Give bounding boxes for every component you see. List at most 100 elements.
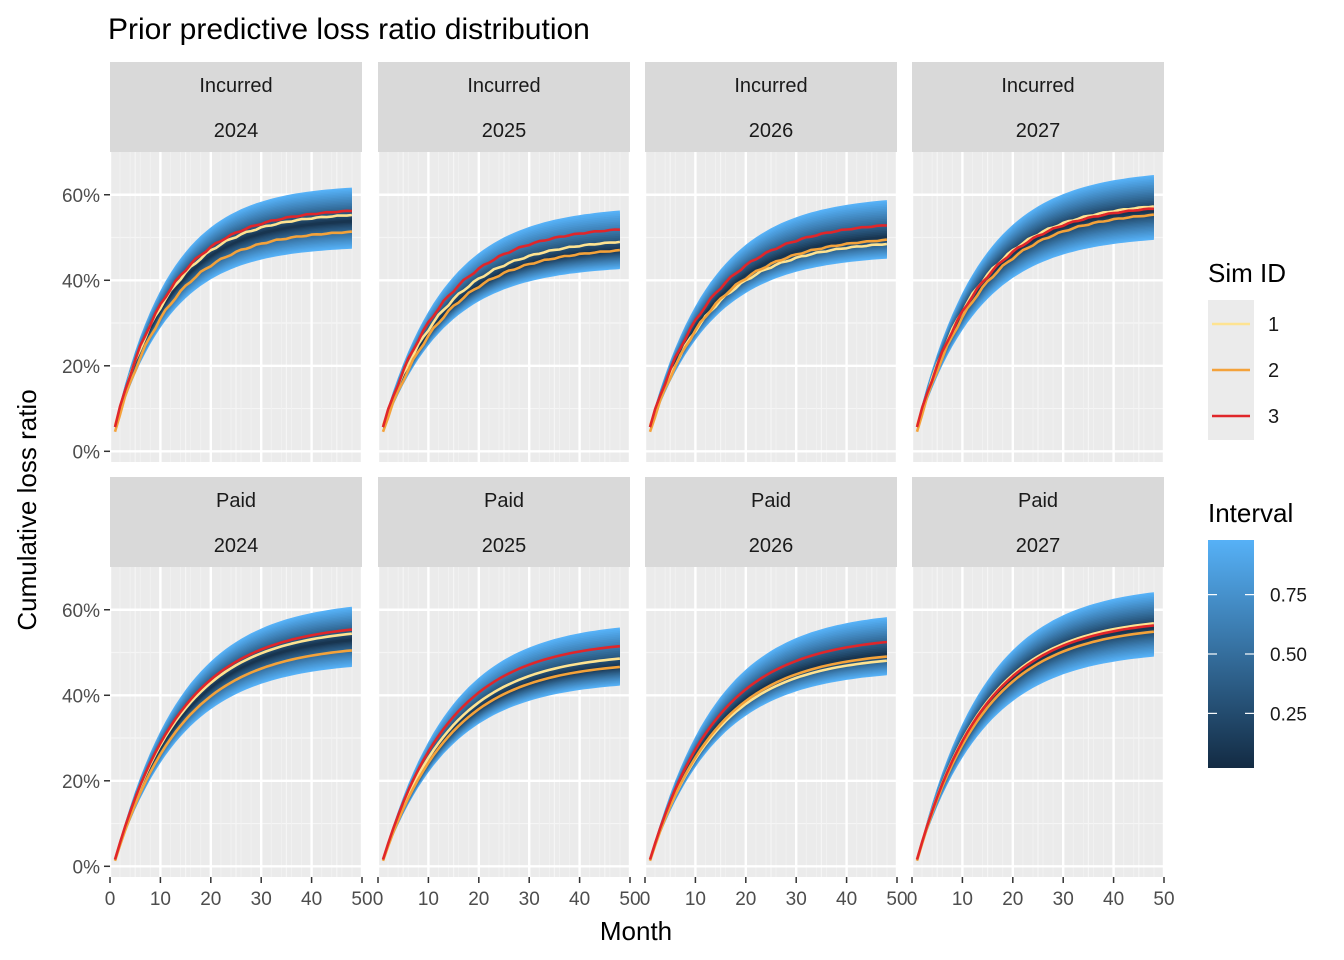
facet-panel: Incurred 2026 [643,62,899,462]
chart-title: Prior predictive loss ratio distribution [108,13,590,46]
sim-line [381,657,621,860]
x-tick-label: 40 [1103,889,1124,910]
x-tick-label: 0 [907,889,918,910]
interval-band [650,620,887,862]
facet-strip-year: 2025 [482,535,527,557]
sim-line [381,228,620,428]
facet-strip [110,477,362,567]
sim-line [381,665,621,862]
x-tick-label: 0 [105,889,116,910]
y-axis-label: Cumulative loss ratio [12,389,42,630]
y-tick-label: 40% [62,686,100,707]
colorbar-tick-label: 0.25 [1270,704,1307,725]
x-tick-label: 50 [1153,889,1174,910]
facet-panel: Incurred 2025 [376,62,632,462]
facet-strip-measure: Incurred [1001,75,1074,97]
sim-line [381,248,621,433]
x-tick-label: 30 [1053,889,1074,910]
facet-strip-year: 2027 [1016,120,1061,142]
facet-strip-year: 2027 [1016,535,1061,557]
interval-band [917,179,1154,430]
facet-strip-year: 2025 [482,120,527,142]
sim-line [113,649,353,862]
sim-line [915,213,1155,433]
legend-sim-id: Sim ID 1 2 3 [1208,258,1286,440]
facet-strip [912,477,1164,567]
x-tick-label: 20 [468,889,489,910]
facet-strip [645,477,897,567]
x-tick-label: 50 [351,889,372,910]
x-tick-label: 30 [251,889,272,910]
facet-panel: Paid 2026 0 10 20 30 40 50 [640,477,908,910]
sim-line [381,644,621,860]
x-tick-label: 20 [200,889,221,910]
facet-strip [110,62,362,152]
x-tick-label: 50 [886,889,907,910]
facet-strip-measure: Incurred [467,75,540,97]
facet-panel: Incurred 2027 [910,62,1166,462]
x-tick-label: 40 [569,889,590,910]
x-tick-label: 50 [619,889,640,910]
x-tick-label: 0 [373,889,384,910]
facet-strip [378,62,630,152]
facet-strip-year: 2026 [749,120,794,142]
legend-interval: Interval 0.25 0.50 0.75 [1208,498,1307,768]
legend-interval-title: Interval [1208,498,1293,528]
facet-strip-measure: Paid [216,490,256,512]
facet-strip-year: 2024 [214,535,259,557]
facet-strip [912,62,1164,152]
facet-panels: Incurred20240%20%40%60%Incurred2025Incur… [62,62,1175,910]
facet-strip [378,477,630,567]
legend-sim-title: Sim ID [1208,258,1286,288]
y-tick-label: 60% [62,186,100,207]
facet-strip-year: 2026 [749,535,794,557]
colorbar-tick-label: 0.75 [1270,586,1307,607]
x-tick-label: 10 [685,889,706,910]
x-tick-label: 30 [786,889,807,910]
x-tick-label: 10 [150,889,171,910]
x-tick-label: 20 [1002,889,1023,910]
facet-strip-measure: Paid [751,490,791,512]
sim-line [381,240,621,426]
facet-panel: Paid 2024 0% 20% 40% 60% 0 10 20 30 40 50 [62,477,373,910]
sim-line [915,207,1154,428]
interval-band [115,190,352,430]
sim-line [648,655,888,862]
sim-line [648,224,887,428]
sim-line [113,209,352,428]
legend-sim-label: 1 [1268,314,1279,336]
colorbar-tick-label: 0.50 [1270,645,1307,666]
y-tick-label: 20% [62,772,100,793]
x-tick-label: 30 [519,889,540,910]
facet-strip-measure: Paid [1018,490,1058,512]
y-tick-label: 60% [62,601,100,622]
facet-strip-measure: Incurred [199,75,272,97]
facet-panel: Incurred 2024 0% 20% 40% 60% [62,62,364,463]
interval-band [115,609,352,862]
sim-line [113,230,353,433]
legend-sim-label: 3 [1268,406,1279,428]
facet-strip-measure: Incurred [734,75,807,97]
x-tick-label: 40 [301,889,322,910]
facet-strip [645,62,897,152]
facet-strip-measure: Paid [484,490,524,512]
facet-panel: Paid 2027 0 10 20 30 40 50 [907,477,1175,910]
y-tick-label: 0% [73,442,101,463]
facet-panel: Paid 2025 0 10 20 30 40 50 [373,477,641,910]
y-tick-label: 40% [62,271,100,292]
sim-line [915,624,1155,860]
sim-line [648,238,888,433]
sim-line [113,628,353,860]
y-tick-label: 0% [73,857,101,878]
x-tick-label: 10 [952,889,973,910]
x-axis-label: Month [600,916,672,946]
x-tick-label: 0 [640,889,651,910]
sim-line [648,640,888,860]
interval-band [917,595,1154,862]
sim-line [915,630,1155,862]
x-tick-label: 20 [735,889,756,910]
y-tick-label: 20% [62,357,100,378]
x-tick-label: 40 [836,889,857,910]
legend-sim-label: 2 [1268,360,1279,382]
